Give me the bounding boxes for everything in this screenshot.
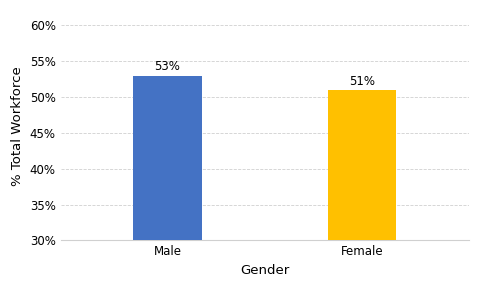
Bar	[328, 90, 396, 240]
Text: 51%: 51%	[349, 75, 375, 88]
Bar	[133, 76, 202, 240]
Y-axis label: % Total Workforce: % Total Workforce	[11, 66, 24, 186]
X-axis label: Gender: Gender	[240, 264, 289, 277]
Text: 53%: 53%	[155, 60, 180, 73]
